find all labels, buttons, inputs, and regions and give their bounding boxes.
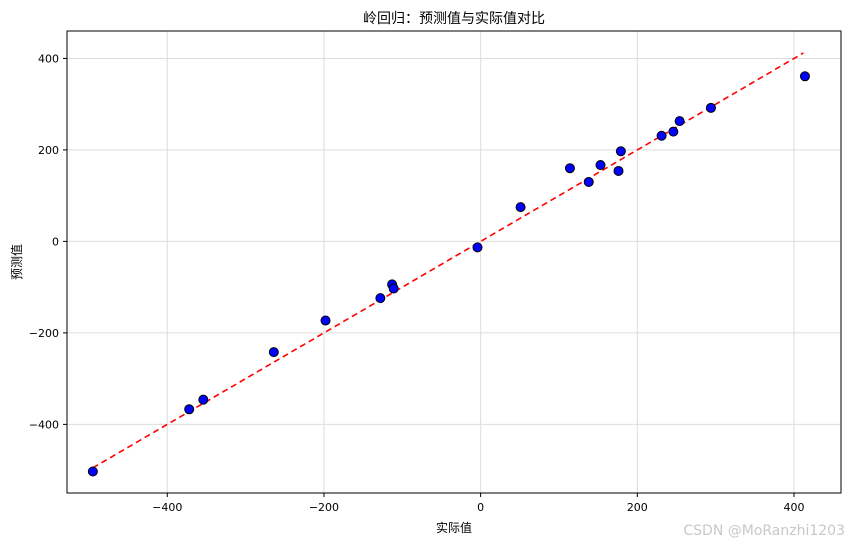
data-point	[268, 347, 279, 358]
data-point	[198, 394, 209, 405]
x-tick-label: −200	[309, 501, 339, 514]
x-axis-label: 实际值	[436, 520, 472, 535]
x-tick-label: 0	[477, 501, 484, 514]
y-tick-label: 200	[38, 144, 59, 157]
chart-title: 岭回归：预测值与实际值对比	[363, 10, 545, 27]
data-point	[472, 242, 483, 253]
data-point	[613, 165, 624, 176]
data-point	[595, 160, 606, 171]
y-axis-ticks: −400 −200 0 200 400	[29, 52, 67, 431]
scatter-points	[87, 71, 810, 477]
data-point	[583, 176, 594, 187]
y-tick-label: 0	[52, 235, 59, 248]
data-point	[320, 315, 331, 326]
data-point	[668, 126, 679, 137]
y-tick-label: 400	[38, 52, 59, 65]
data-point	[705, 102, 716, 113]
x-axis-ticks: −400 −200 0 200 400	[152, 493, 804, 514]
reference-line	[92, 52, 804, 469]
x-tick-label: 200	[627, 501, 648, 514]
data-point	[87, 466, 98, 477]
y-tick-label: −400	[29, 418, 59, 431]
reference-line-layer	[92, 52, 804, 469]
x-tick-label: 400	[783, 501, 804, 514]
data-point	[656, 130, 667, 141]
data-point	[388, 283, 399, 294]
data-point	[674, 116, 685, 127]
grid-lines	[67, 31, 841, 493]
data-point	[375, 293, 386, 304]
data-point	[615, 146, 626, 157]
y-axis-label: 预测值	[9, 244, 24, 280]
data-point	[799, 71, 810, 82]
plot-frame	[66, 30, 842, 494]
data-point	[564, 163, 575, 174]
y-tick-label: −200	[29, 327, 59, 340]
data-point	[515, 202, 526, 213]
watermark-text: CSDN @MoRanzhi1203	[683, 523, 845, 539]
x-tick-label: −400	[152, 501, 182, 514]
data-point	[184, 404, 195, 415]
